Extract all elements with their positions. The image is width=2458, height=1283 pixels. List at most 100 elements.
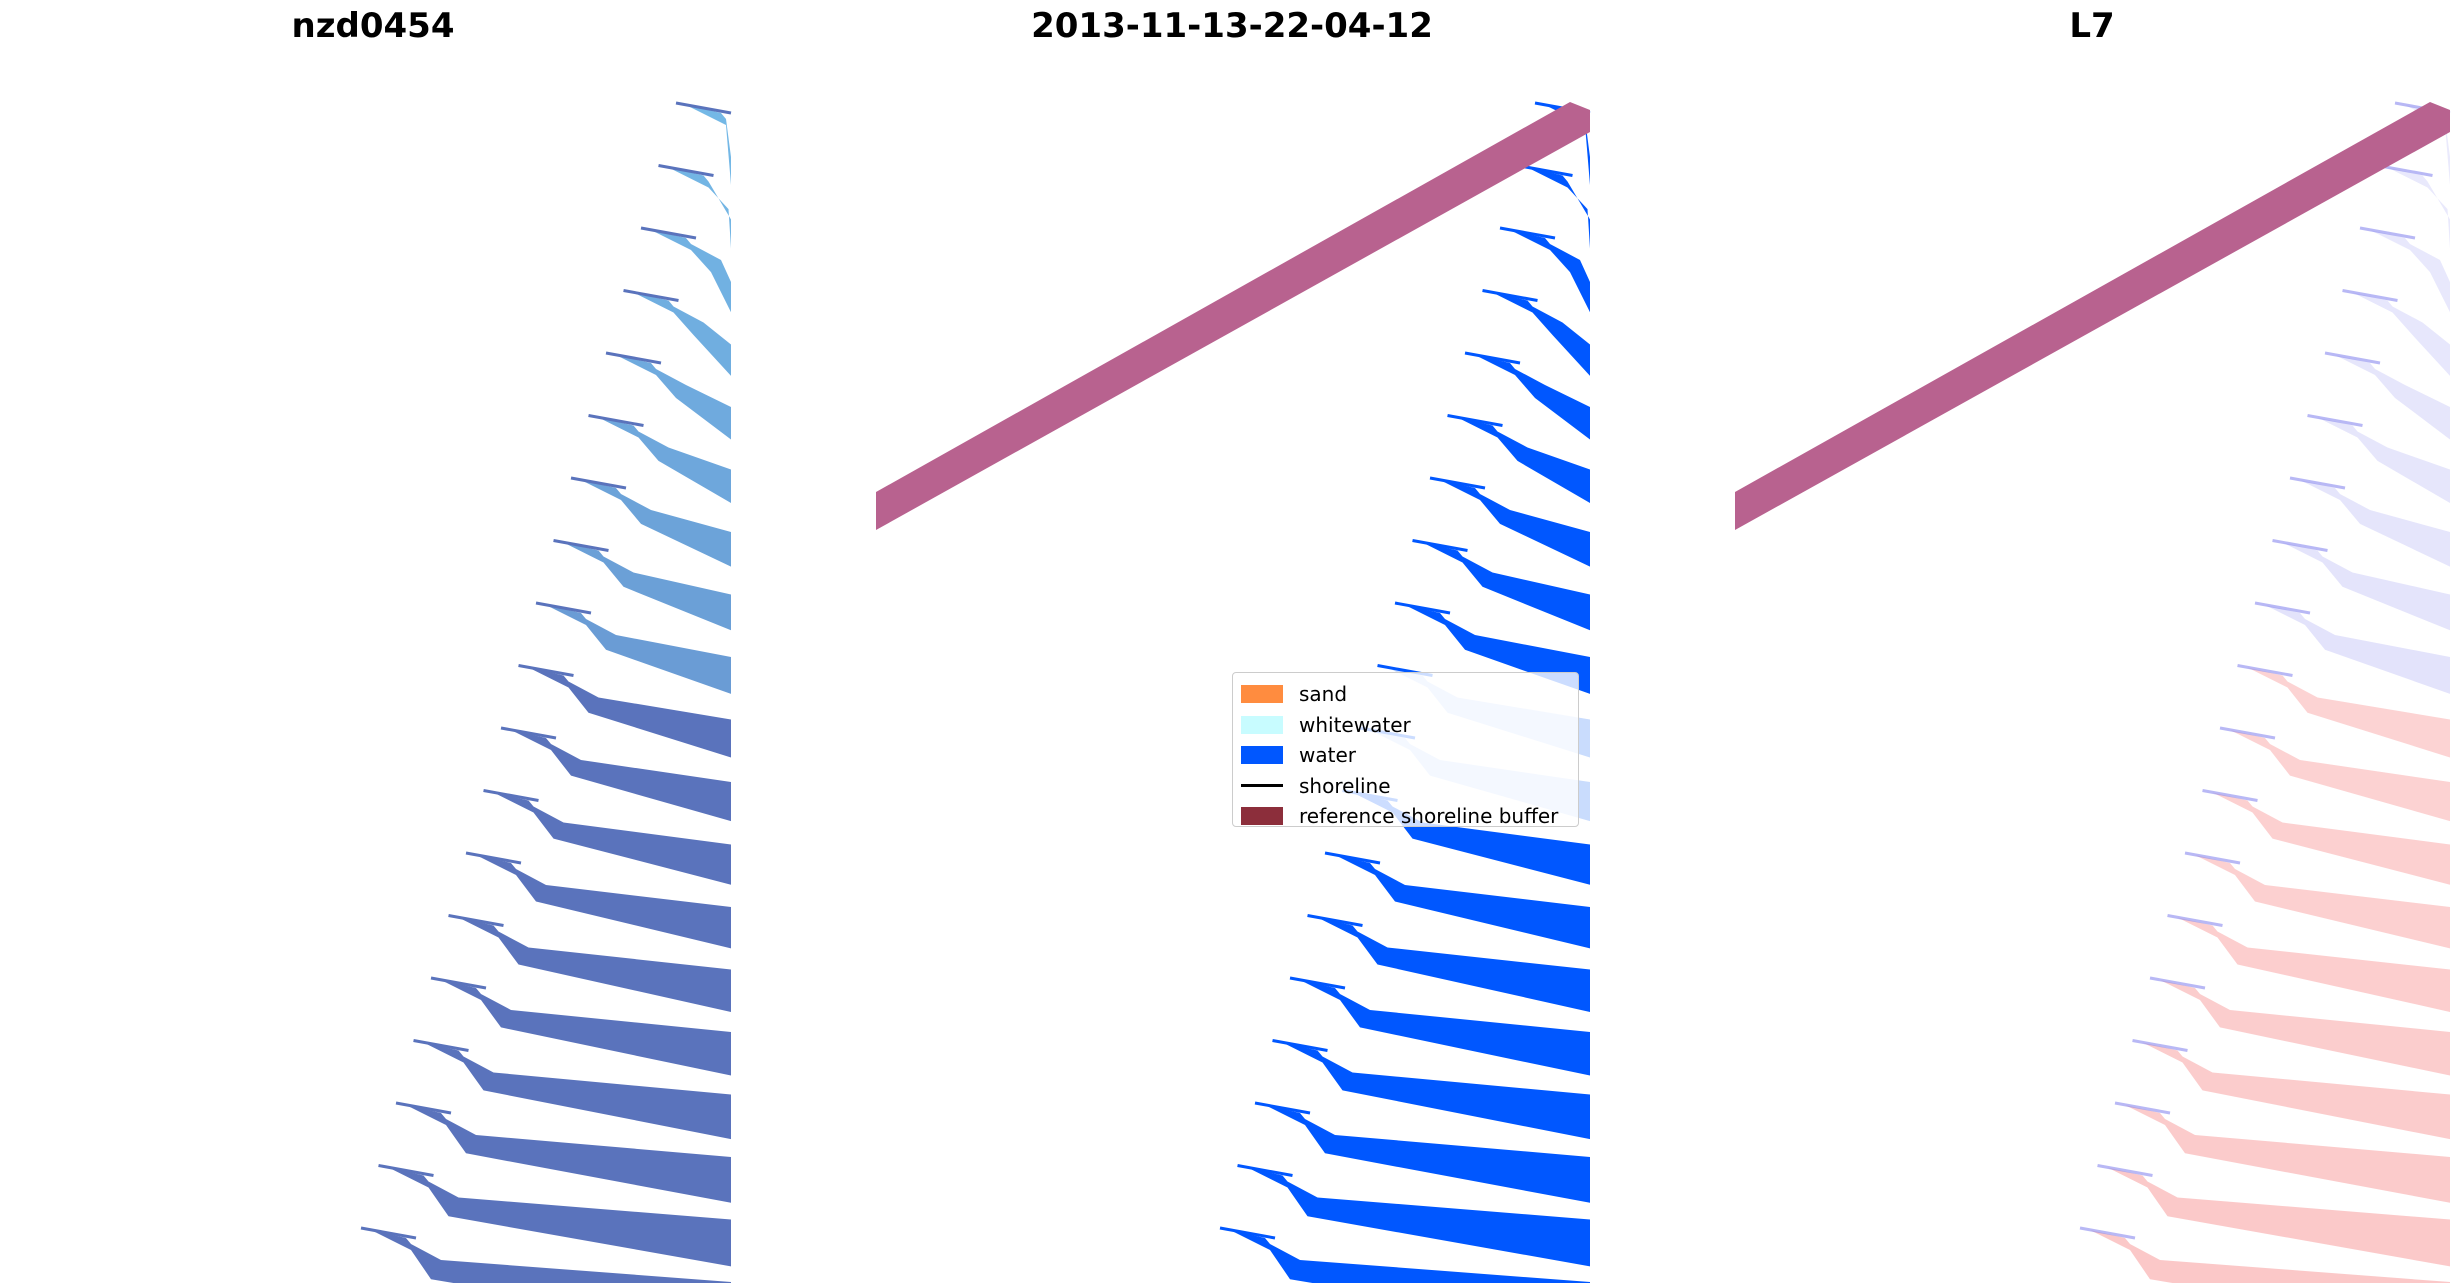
index-water-band-edge (2254, 601, 2311, 615)
classified-water-band-edge (1482, 289, 1538, 302)
rgb-water-band-edge (500, 726, 557, 740)
legend-item-water: water (1241, 740, 1570, 771)
classified-water-band-edge (1412, 539, 1468, 552)
index-water-band (2107, 1167, 2450, 1267)
rgb-water-band-edge (483, 789, 539, 802)
classified-water-band-edge (1499, 226, 1556, 240)
index-water-band-edge (2167, 914, 2223, 927)
index-water-band-edge (2219, 726, 2276, 740)
index-water-band (2247, 667, 2450, 758)
index-water-band (2282, 542, 2450, 631)
index-water-band-edge (2097, 1164, 2153, 1177)
index-water-band (2265, 605, 2450, 694)
classified-water-band (1422, 542, 1590, 631)
classified-water-band-edge (1254, 1101, 1311, 1115)
index-water-band (2195, 855, 2450, 949)
classified-water-band-edge (1324, 851, 1381, 865)
rgb-water-band-edge (658, 164, 714, 177)
rgb-water-band (581, 480, 731, 567)
legend: sand whitewater water shoreline referenc… (1232, 672, 1579, 828)
classified-water-band-edge (1394, 601, 1451, 615)
rgb-water-band (388, 1167, 731, 1267)
index-image-panel (1735, 101, 2451, 1283)
rgb-water-band (371, 1230, 731, 1283)
legend-label: shoreline (1299, 773, 1391, 798)
legend-item-shoreline: shoreline (1241, 771, 1570, 802)
classified-water-band (1440, 480, 1590, 567)
legend-item-sand: sand (1241, 679, 1570, 710)
index-water-band (2352, 292, 2450, 376)
rgb-water-band-edge (518, 664, 574, 677)
rgb-water-band (511, 730, 731, 822)
index-water-band-edge (2324, 351, 2381, 365)
rgb-water-band-edge (623, 289, 679, 302)
index-water-band-edge (2079, 1226, 2136, 1240)
index-water-band (2300, 480, 2450, 567)
classified-water-band (1247, 1167, 1590, 1267)
classified-water-band-edge (1237, 1164, 1293, 1177)
panel-title-rgb: nzd0454 (291, 6, 455, 46)
rgb-water-band-edge (640, 226, 697, 240)
legend-swatch-whitewater (1241, 715, 1283, 734)
index-water-band (2160, 980, 2450, 1076)
rgb-water-band-edge (360, 1226, 417, 1240)
rgb-water-band-edge (535, 601, 592, 615)
rgb-water-band-edge (378, 1164, 434, 1177)
classified-water-band (1282, 1042, 1590, 1140)
index-water-band (2230, 730, 2450, 822)
index-water-band (2142, 1042, 2450, 1140)
classified-water-band-edge (1429, 476, 1486, 490)
rgb-water-band (546, 605, 731, 694)
rgb-water-band (616, 355, 731, 440)
legend-swatch-shoreline (1241, 784, 1283, 788)
reference-shoreline-buffer (876, 102, 1590, 530)
classified-water-band (1265, 1105, 1590, 1203)
rgb-water-band-edge (395, 1101, 452, 1115)
index-water-band (2317, 417, 2450, 504)
rgb-water-band-edge (430, 976, 487, 990)
classified-water-band (1352, 792, 1590, 885)
index-water-band-edge (2184, 851, 2241, 865)
index-water-band (2090, 1230, 2450, 1283)
rgb-water-band-edge (553, 539, 609, 552)
index-water-band-edge (2307, 414, 2363, 427)
index-water-band-edge (2114, 1101, 2171, 1115)
rgb-water-band (423, 1042, 731, 1140)
index-water-band-edge (2342, 289, 2398, 302)
classified-image-panel (876, 101, 1591, 1283)
rgb-water-band-edge (413, 1039, 469, 1052)
index-water-band-edge (2272, 539, 2328, 552)
rgb-image-panel (360, 101, 732, 1283)
legend-label: water (1299, 743, 1356, 768)
rgb-water-band (651, 230, 731, 313)
index-water-band-edge (2132, 1039, 2188, 1052)
index-water-band (2370, 230, 2450, 313)
rgb-water-band-edge (675, 101, 732, 115)
classified-water-band (1457, 417, 1590, 504)
rgb-water-band-edge (605, 351, 662, 365)
legend-label: sand (1299, 682, 1348, 707)
index-water-band (2177, 917, 2450, 1012)
reference-shoreline-buffer-index (1735, 102, 2450, 530)
rgb-water-band (633, 292, 731, 376)
index-water-band-edge (2202, 789, 2258, 802)
legend-label: reference shoreline buffer (1299, 804, 1559, 829)
classified-water-band-edge (1289, 976, 1346, 990)
index-water-band (2335, 355, 2450, 440)
panel-title-classified: 2013-11-13-22-04-12 (1031, 6, 1433, 46)
classified-water-band (1510, 230, 1590, 313)
classified-water-band-edge (1464, 351, 1521, 365)
index-water-band-edge (2359, 226, 2416, 240)
rgb-water-band (493, 792, 731, 885)
rgb-water-band (528, 667, 731, 758)
rgb-water-band (458, 917, 731, 1012)
rgb-water-band (598, 417, 731, 504)
classified-water-band (1405, 605, 1590, 694)
rgb-water-band-edge (588, 414, 644, 427)
legend-label: whitewater (1299, 712, 1411, 737)
legend-item-buffer: reference shoreline buffer (1241, 801, 1570, 832)
index-water-band (2125, 1105, 2450, 1203)
legend-swatch-water (1241, 746, 1283, 765)
classified-water-band (1300, 980, 1590, 1076)
